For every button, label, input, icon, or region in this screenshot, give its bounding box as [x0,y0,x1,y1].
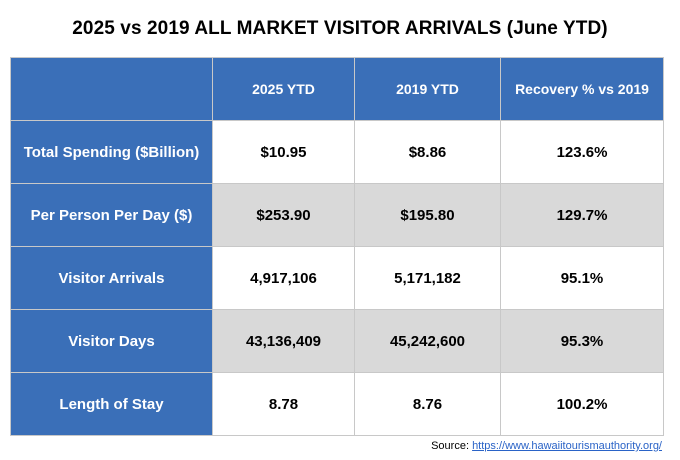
cell-length-of-stay-2019: 8.76 [354,372,501,436]
cell-total-spending-recovery: 123.6% [500,120,664,184]
cell-length-of-stay-2025: 8.78 [212,372,355,436]
table-row: Per Person Per Day ($) $253.90 $195.80 1… [10,183,664,247]
table-row: Visitor Arrivals 4,917,106 5,171,182 95.… [10,246,664,310]
source-link[interactable]: https://www.hawaiitourismauthority.org/ [472,440,662,452]
column-header-recovery: Recovery % vs 2019 [500,57,664,121]
cell-length-of-stay-recovery: 100.2% [500,372,664,436]
row-label-per-person-per-day: Per Person Per Day ($) [10,183,213,247]
table-row: Visitor Days 43,136,409 45,242,600 95.3% [10,309,664,373]
row-label-visitor-arrivals: Visitor Arrivals [10,246,213,310]
column-header-2019-ytd: 2019 YTD [354,57,501,121]
table-row: Total Spending ($Billion) $10.95 $8.86 1… [10,120,664,184]
cell-total-spending-2019: $8.86 [354,120,501,184]
cell-visitor-arrivals-2019: 5,171,182 [354,246,501,310]
cell-per-person-per-day-2019: $195.80 [354,183,501,247]
table-header-row: 2025 YTD 2019 YTD Recovery % vs 2019 [10,57,664,121]
visitor-arrivals-table: 2025 YTD 2019 YTD Recovery % vs 2019 Tot… [10,57,664,436]
row-label-total-spending: Total Spending ($Billion) [10,120,213,184]
cell-per-person-per-day-2025: $253.90 [212,183,355,247]
table-row: Length of Stay 8.78 8.76 100.2% [10,372,664,436]
cell-total-spending-2025: $10.95 [212,120,355,184]
cell-visitor-arrivals-recovery: 95.1% [500,246,664,310]
header-corner-cell [10,57,213,121]
cell-per-person-per-day-recovery: 129.7% [500,183,664,247]
cell-visitor-arrivals-2025: 4,917,106 [212,246,355,310]
source-prefix: Source: [431,440,473,452]
row-label-visitor-days: Visitor Days [10,309,213,373]
cell-visitor-days-recovery: 95.3% [500,309,664,373]
cell-visitor-days-2019: 45,242,600 [354,309,501,373]
cell-visitor-days-2025: 43,136,409 [212,309,355,373]
column-header-2025-ytd: 2025 YTD [212,57,355,121]
chart-title: 2025 vs 2019 ALL MARKET VISITOR ARRIVALS… [72,18,608,39]
source-note: Source: https://www.hawaiitourismauthori… [431,440,662,452]
row-label-length-of-stay: Length of Stay [10,372,213,436]
